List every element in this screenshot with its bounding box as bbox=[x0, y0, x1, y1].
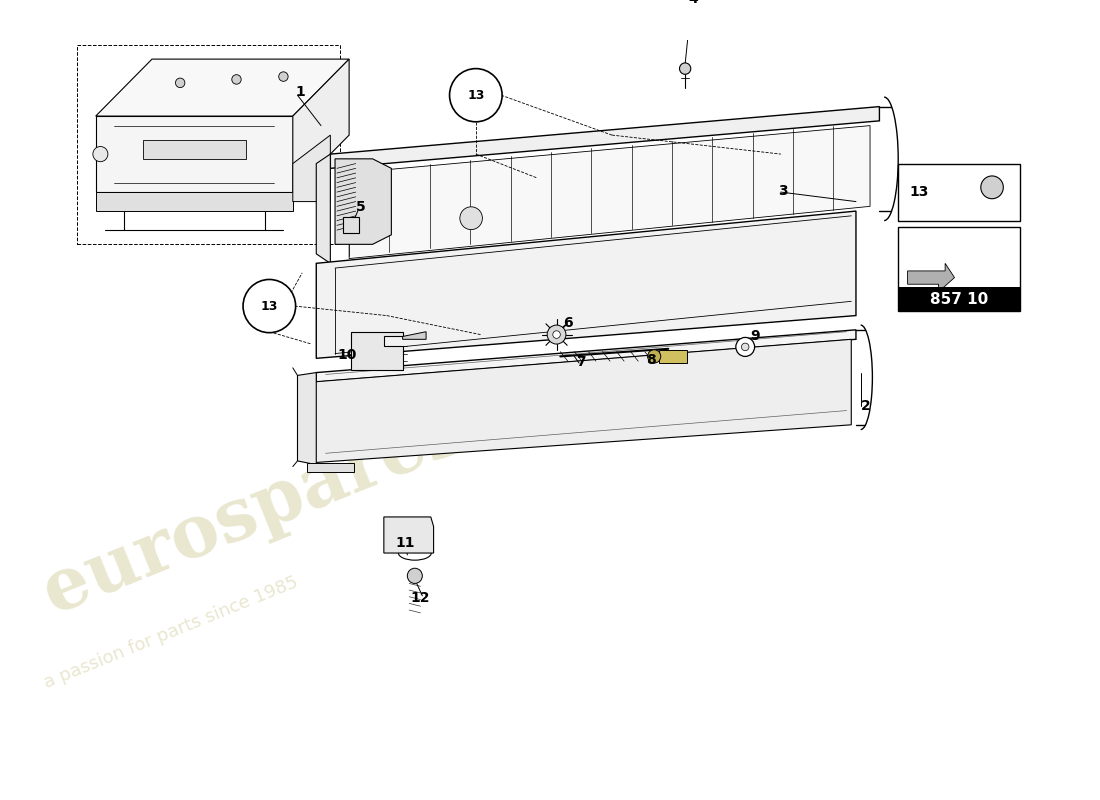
Polygon shape bbox=[293, 59, 349, 192]
Text: 3: 3 bbox=[778, 184, 788, 198]
Polygon shape bbox=[317, 330, 856, 382]
Bar bbox=[899, 227, 1020, 311]
Text: 2: 2 bbox=[860, 399, 870, 413]
Bar bbox=[77, 45, 340, 244]
Polygon shape bbox=[659, 350, 688, 363]
Text: eurospares: eurospares bbox=[32, 394, 474, 628]
Text: 1: 1 bbox=[296, 86, 305, 99]
Polygon shape bbox=[351, 332, 403, 370]
Polygon shape bbox=[297, 373, 317, 465]
Circle shape bbox=[450, 69, 502, 122]
Circle shape bbox=[407, 568, 422, 583]
Text: 12: 12 bbox=[410, 590, 430, 605]
Polygon shape bbox=[96, 192, 293, 211]
Text: 9: 9 bbox=[750, 330, 760, 343]
Circle shape bbox=[278, 72, 288, 82]
Text: 11: 11 bbox=[396, 535, 415, 550]
Polygon shape bbox=[96, 59, 349, 116]
Text: 4: 4 bbox=[689, 0, 698, 6]
Circle shape bbox=[981, 176, 1003, 198]
Circle shape bbox=[232, 74, 241, 84]
Polygon shape bbox=[330, 106, 879, 168]
Circle shape bbox=[736, 338, 755, 357]
Polygon shape bbox=[384, 517, 433, 553]
Text: 6: 6 bbox=[563, 316, 573, 330]
Bar bbox=[899, 287, 1020, 311]
Circle shape bbox=[92, 146, 108, 162]
Polygon shape bbox=[293, 135, 330, 202]
Circle shape bbox=[553, 330, 560, 338]
Polygon shape bbox=[908, 263, 955, 292]
Polygon shape bbox=[336, 159, 392, 244]
Text: 13: 13 bbox=[910, 185, 928, 199]
Text: 8: 8 bbox=[647, 354, 657, 367]
Polygon shape bbox=[311, 339, 851, 462]
Bar bbox=[899, 163, 1020, 221]
Text: 5: 5 bbox=[355, 200, 365, 214]
Circle shape bbox=[243, 279, 296, 333]
Text: 13: 13 bbox=[468, 89, 484, 102]
Polygon shape bbox=[307, 462, 354, 472]
Polygon shape bbox=[317, 211, 856, 358]
Text: a passion for parts since 1985: a passion for parts since 1985 bbox=[41, 574, 300, 692]
Polygon shape bbox=[349, 126, 870, 258]
Polygon shape bbox=[403, 332, 426, 339]
Circle shape bbox=[741, 343, 749, 350]
Polygon shape bbox=[317, 154, 330, 263]
Circle shape bbox=[680, 63, 691, 74]
Circle shape bbox=[176, 78, 185, 88]
Polygon shape bbox=[343, 217, 359, 233]
Circle shape bbox=[460, 207, 483, 230]
Text: 857 10: 857 10 bbox=[931, 292, 988, 307]
Polygon shape bbox=[143, 140, 246, 159]
Text: 13: 13 bbox=[261, 299, 278, 313]
Circle shape bbox=[547, 325, 565, 344]
Text: 10: 10 bbox=[338, 347, 356, 362]
Circle shape bbox=[648, 350, 661, 363]
Polygon shape bbox=[96, 116, 293, 192]
Text: 7: 7 bbox=[576, 355, 586, 369]
